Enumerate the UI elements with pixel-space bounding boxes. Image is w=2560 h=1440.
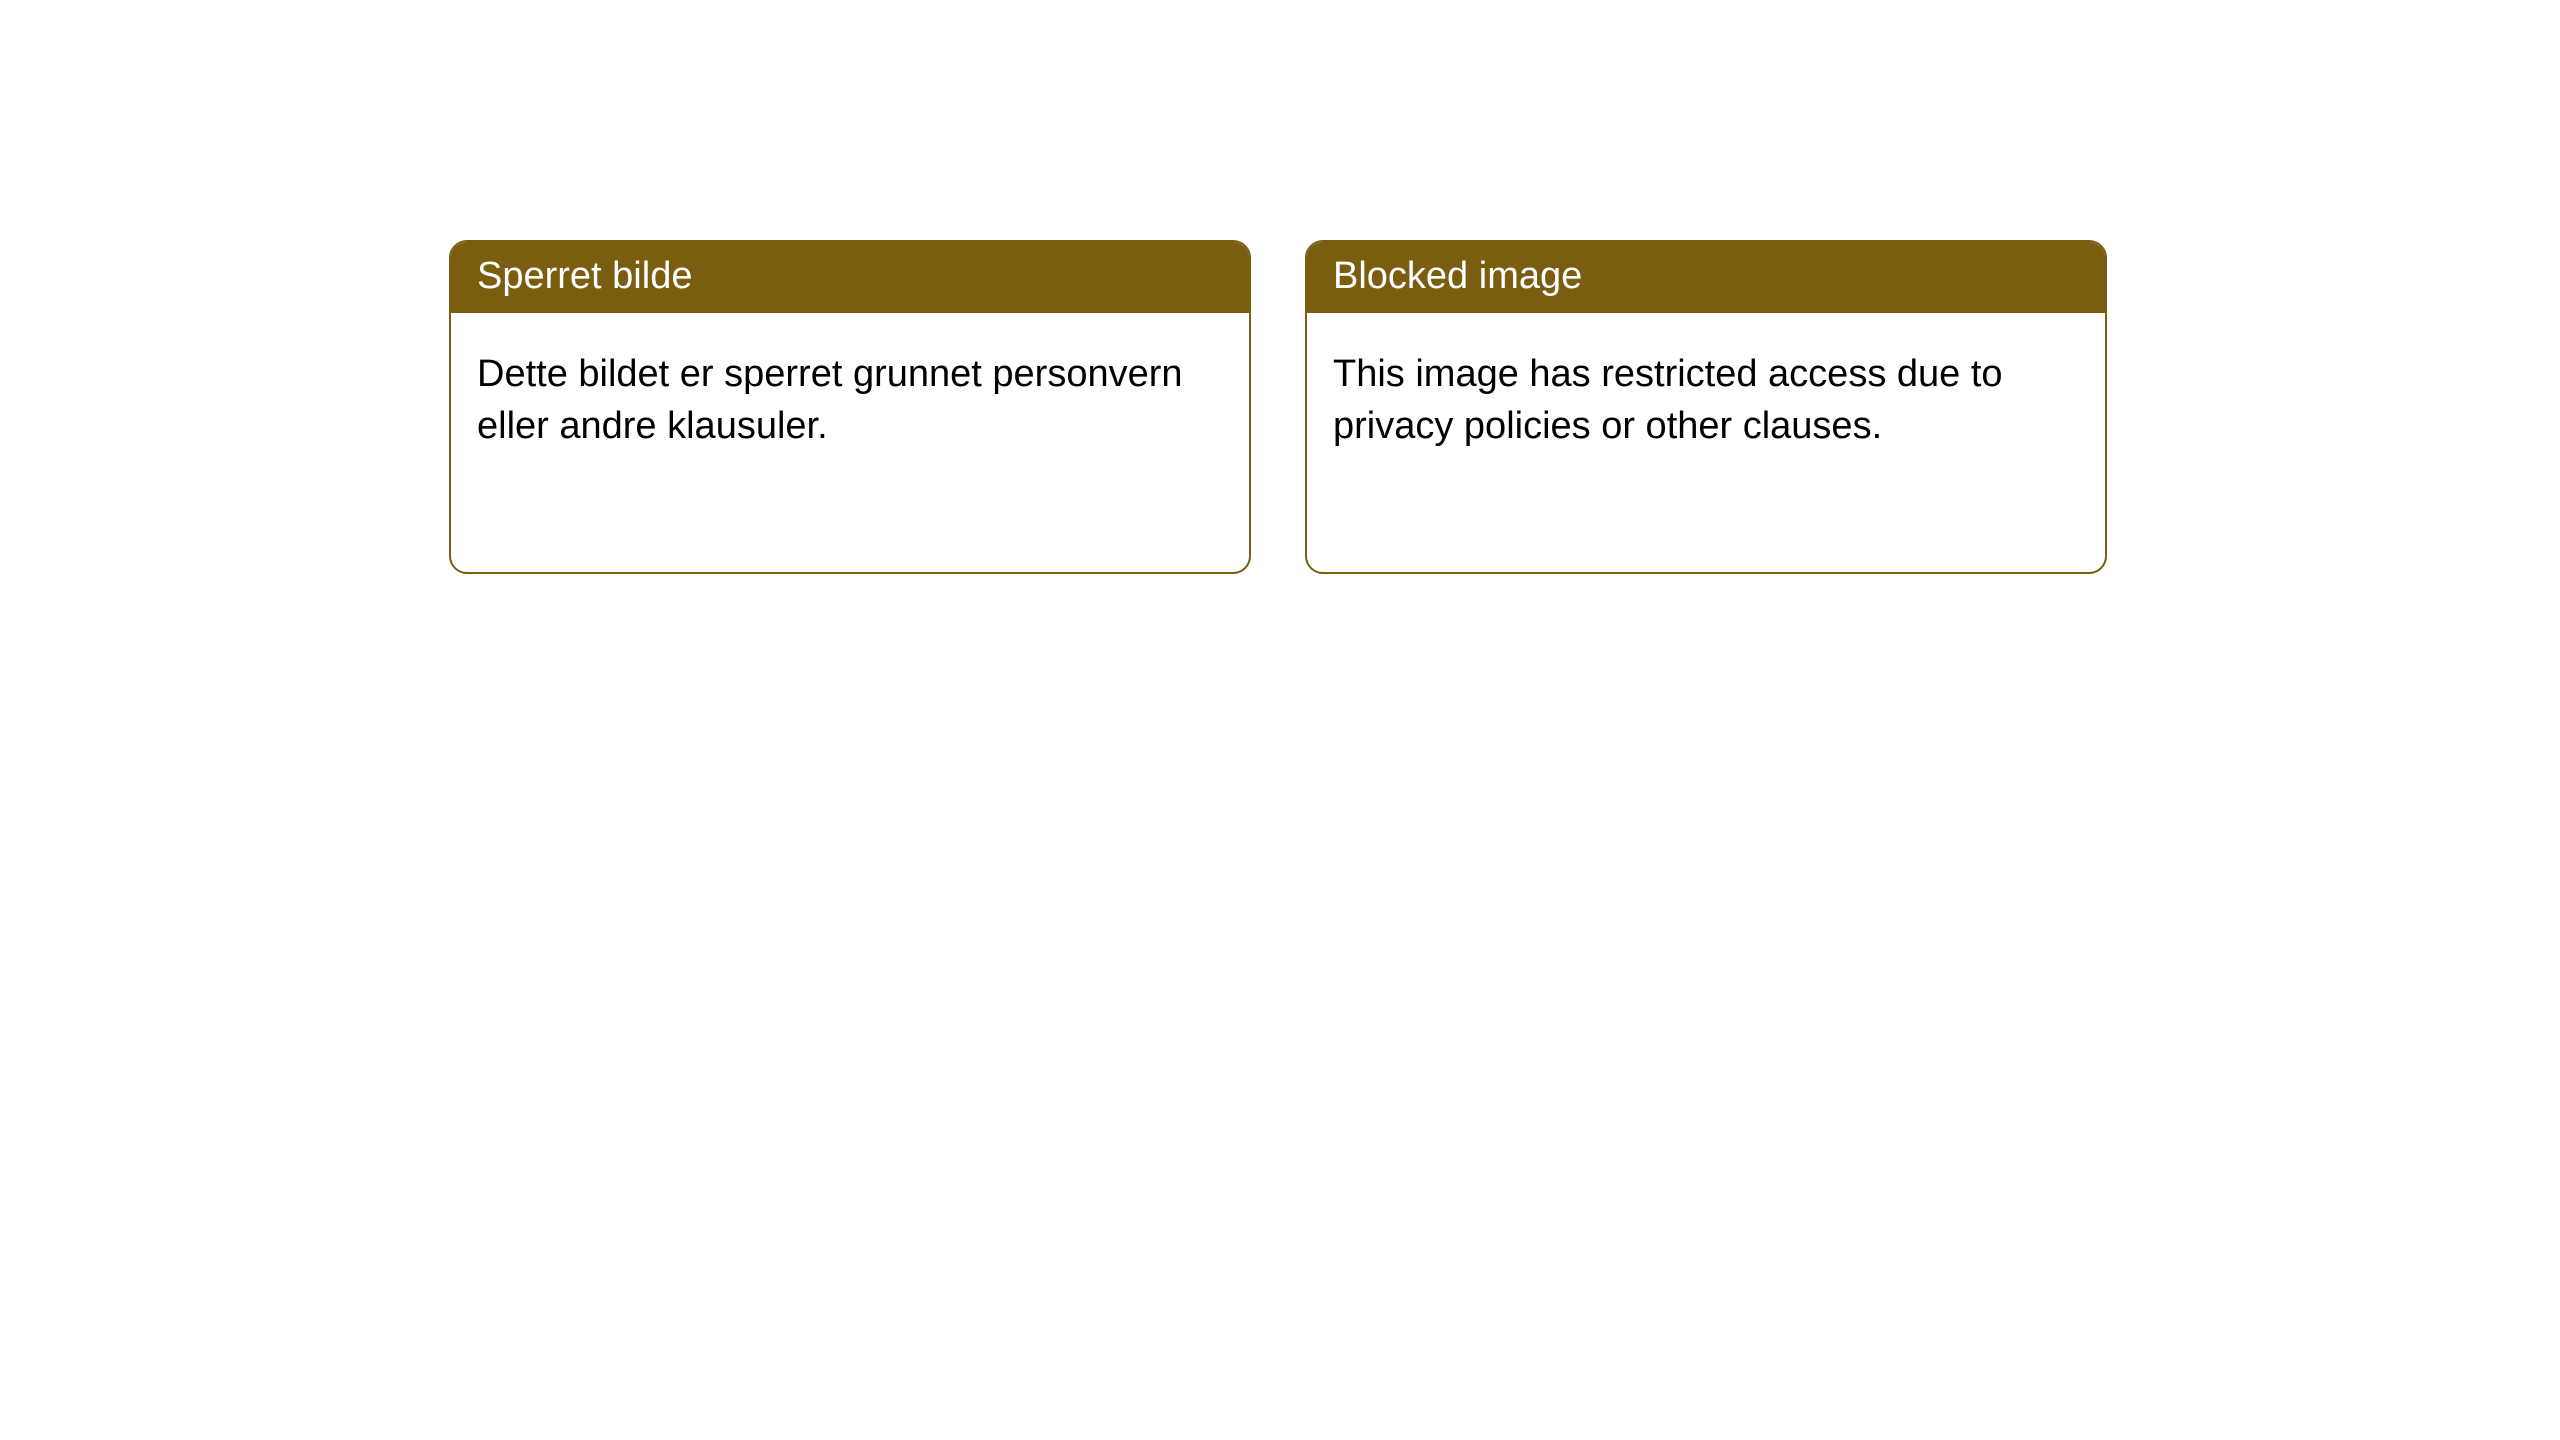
notice-card-english: Blocked image This image has restricted … <box>1305 240 2107 574</box>
notice-card-norwegian: Sperret bilde Dette bildet er sperret gr… <box>449 240 1251 574</box>
notice-body: This image has restricted access due to … <box>1307 313 2105 478</box>
notice-header: Blocked image <box>1307 242 2105 313</box>
notice-container: Sperret bilde Dette bildet er sperret gr… <box>0 0 2560 574</box>
notice-header: Sperret bilde <box>451 242 1249 313</box>
notice-body: Dette bildet er sperret grunnet personve… <box>451 313 1249 478</box>
